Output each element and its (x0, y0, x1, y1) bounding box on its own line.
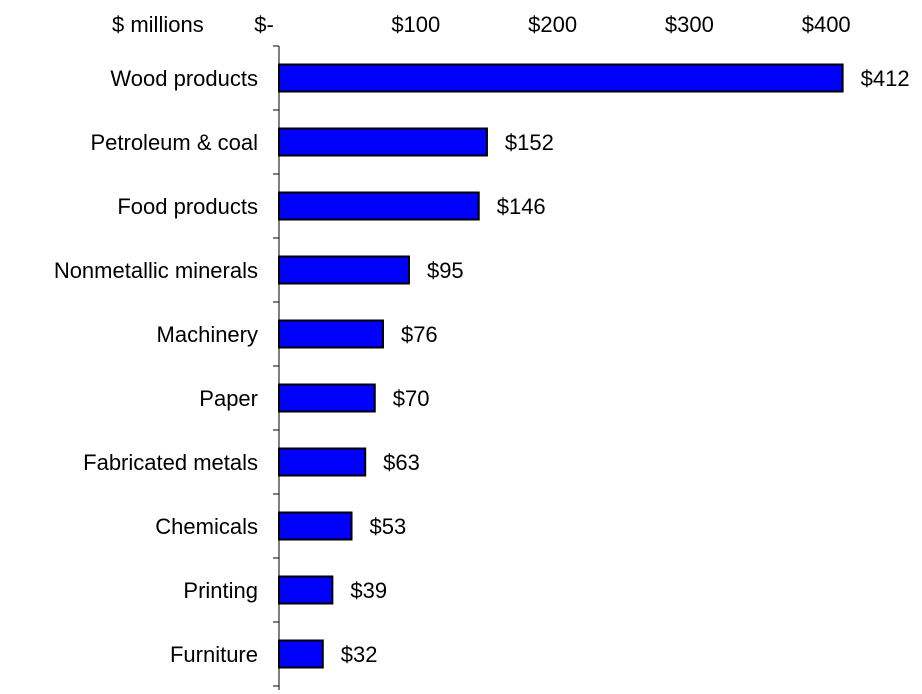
data-label: $63 (383, 450, 420, 475)
bar (278, 383, 376, 413)
bar (278, 63, 844, 93)
data-label: $53 (370, 514, 407, 539)
category-labels: Wood products Petroleum & coal Food produc… (54, 66, 258, 667)
bar (278, 255, 410, 285)
data-label: $95 (427, 258, 464, 283)
category-label: Wood products (110, 66, 258, 91)
bar (278, 191, 480, 221)
bar (278, 447, 367, 477)
category-label: Petroleum & coal (90, 130, 258, 155)
category-label: Machinery (157, 322, 258, 347)
category-label: Printing (183, 578, 258, 603)
data-label: $76 (401, 322, 438, 347)
category-label: Food products (117, 194, 258, 219)
unit-label: $ millions (112, 12, 204, 37)
data-labels: $412 $152 $146 $95 $76 $70 $63 $53 $39 $32 (341, 66, 910, 667)
x-tick-label: $400 (802, 12, 851, 37)
category-label: Nonmetallic minerals (54, 258, 258, 283)
data-label: $70 (393, 386, 430, 411)
bar (278, 575, 334, 605)
category-label: Chemicals (155, 514, 258, 539)
category-label: Paper (199, 386, 258, 411)
bar (278, 319, 384, 349)
data-label: $32 (341, 642, 378, 667)
category-label: Fabricated metals (83, 450, 258, 475)
category-label: Furniture (170, 642, 258, 667)
x-tick-label: $200 (528, 12, 577, 37)
bar (278, 511, 353, 541)
data-label: $152 (505, 130, 554, 155)
x-tick-label: $100 (391, 12, 440, 37)
bar (278, 127, 488, 157)
x-axis: $- $100 $200 $300 $400 (254, 12, 850, 37)
bar (278, 639, 324, 669)
bars (278, 63, 844, 669)
x-tick-label: $- (254, 12, 274, 37)
data-label: $412 (861, 66, 910, 91)
data-label: $146 (497, 194, 546, 219)
x-tick-label: $300 (665, 12, 714, 37)
data-label: $39 (350, 578, 387, 603)
